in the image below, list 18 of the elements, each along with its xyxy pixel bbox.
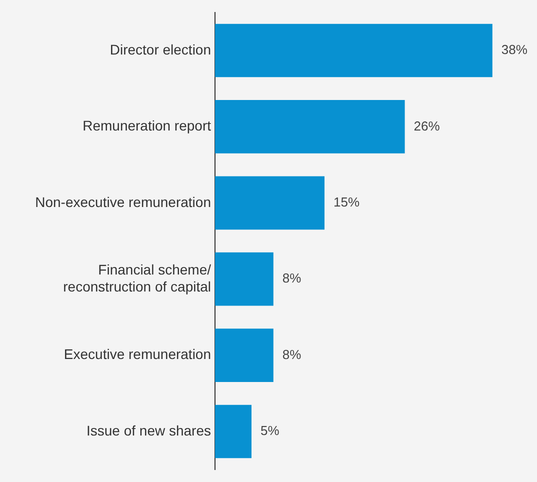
y-tick-label: Remuneration report (82, 118, 212, 134)
data-label: 15% (334, 194, 360, 210)
data-label: 26% (414, 118, 440, 134)
data-label: 8% (282, 346, 302, 362)
bar (215, 404, 252, 458)
y-tick-label: Director election (110, 41, 211, 58)
data-label: 5% (260, 423, 280, 438)
bar (215, 328, 274, 382)
bar (215, 24, 492, 78)
y-tick-label: Issue of new shares (86, 422, 211, 438)
bar (215, 100, 405, 154)
y-tick-label: Non-executive remuneration (35, 194, 211, 210)
bar (215, 176, 324, 230)
y-tick-label: Financial scheme/ reconstruction of capital (63, 262, 212, 294)
bar (215, 252, 274, 306)
data-label: 8% (282, 270, 302, 286)
data-label: 38% (501, 42, 528, 58)
y-tick-label: Executive remuneration (64, 346, 211, 362)
